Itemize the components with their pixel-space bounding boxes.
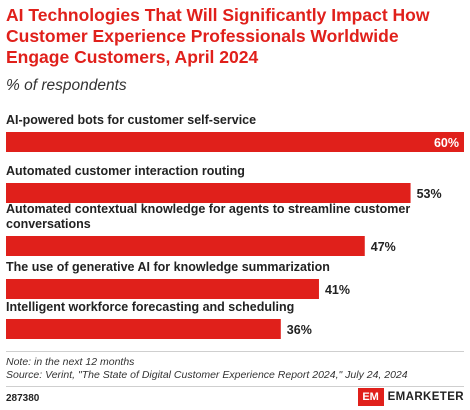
footer-divider-bottom — [6, 386, 464, 387]
value-label: 41% — [325, 283, 350, 297]
value-label: 47% — [371, 240, 396, 254]
chart-title: AI Technologies That Will Significantly … — [6, 5, 430, 67]
category-label: Intelligent workforce forecasting and sc… — [6, 300, 294, 314]
value-label: 36% — [287, 323, 312, 337]
footer-divider — [6, 351, 464, 352]
category-label: Automated customer interaction routing — [6, 164, 245, 178]
category-label: conversations — [6, 217, 91, 231]
value-label: 53% — [417, 187, 442, 201]
bar — [6, 279, 319, 299]
chart-note: Note: in the next 12 months — [6, 356, 135, 368]
brand-mark-icon: EM — [357, 388, 384, 406]
chart-source: Source: Verint, "The State of Digital Cu… — [6, 369, 408, 381]
chart-id: 287380 — [6, 393, 40, 404]
bar — [6, 183, 411, 203]
chart-subtitle: % of respondents — [6, 77, 127, 94]
bar-chart: AI-powered bots for customer self-servic… — [6, 113, 464, 339]
category-label: AI-powered bots for customer self-servic… — [6, 113, 256, 127]
category-label: Automated contextual knowledge for agent… — [6, 202, 410, 216]
value-label: 60% — [434, 136, 459, 150]
category-label: The use of generative AI for knowledge s… — [6, 260, 330, 274]
brand-logo: EM EMARKETER — [357, 388, 464, 406]
bar — [6, 236, 365, 256]
bar — [6, 319, 281, 339]
bar — [6, 132, 464, 152]
brand-name: EMARKETER — [387, 391, 464, 403]
